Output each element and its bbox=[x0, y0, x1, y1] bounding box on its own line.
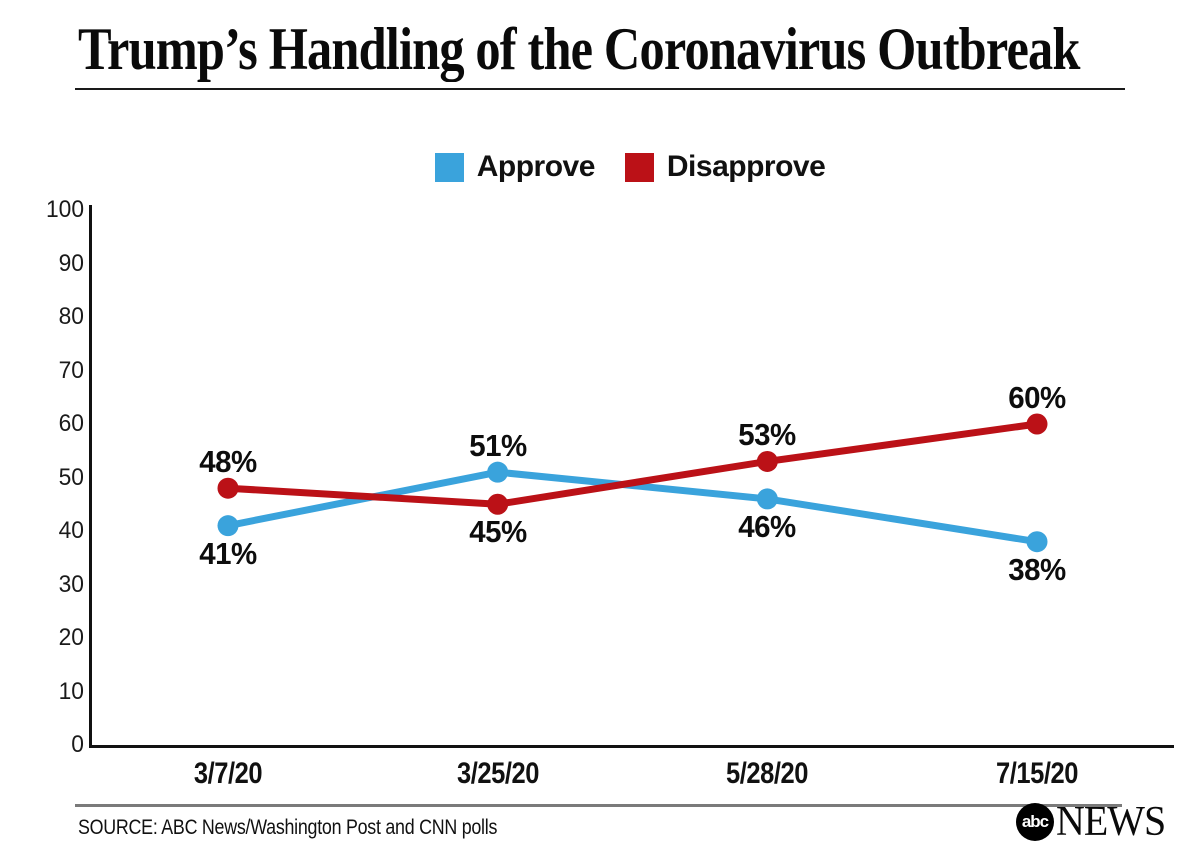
x-axis-line bbox=[89, 745, 1174, 748]
x-tick-label: 3/7/20 bbox=[193, 757, 263, 790]
data-label-approve: 41% bbox=[199, 535, 257, 571]
data-point-disapprove bbox=[217, 477, 239, 499]
data-point-approve bbox=[1026, 531, 1048, 553]
page-title: Trump’s Handling of the Coronavirus Outb… bbox=[78, 16, 1080, 82]
y-tick-label: 100 bbox=[45, 196, 84, 223]
legend-item-approve: Approve bbox=[434, 150, 596, 184]
data-label-disapprove: 45% bbox=[468, 514, 527, 550]
y-tick-label: 30 bbox=[58, 570, 84, 598]
y-tick-label: 40 bbox=[58, 517, 84, 544]
x-tick-label: 5/28/20 bbox=[726, 757, 809, 790]
legend-swatch-approve bbox=[434, 152, 464, 182]
data-point-approve bbox=[217, 515, 239, 537]
legend-item-disapprove: Disapprove bbox=[624, 150, 826, 184]
x-tick-label: 3/25/20 bbox=[456, 757, 540, 790]
legend-label: Disapprove bbox=[666, 150, 826, 183]
plot-area bbox=[217, 413, 1048, 553]
series-line-disapprove bbox=[224, 420, 1041, 508]
footer-divider bbox=[75, 804, 1122, 807]
y-tick-label: 0 bbox=[71, 731, 84, 758]
chart-legend: Approve Disapprove bbox=[60, 150, 1200, 184]
y-tick-label: 60 bbox=[58, 410, 84, 437]
y-tick-label: 90 bbox=[58, 249, 84, 277]
data-point-approve bbox=[487, 461, 509, 483]
data-point-disapprove bbox=[756, 450, 778, 472]
data-point-disapprove bbox=[487, 493, 509, 515]
data-point-disapprove bbox=[1026, 413, 1048, 435]
news-wordmark: NEWS bbox=[1056, 799, 1166, 845]
y-tick-label: 50 bbox=[58, 463, 84, 491]
y-tick-label: 80 bbox=[58, 303, 84, 330]
y-tick-label: 70 bbox=[58, 356, 84, 384]
data-label-disapprove: 48% bbox=[199, 444, 257, 480]
title-divider bbox=[75, 88, 1125, 90]
y-tick-label: 10 bbox=[58, 677, 84, 705]
abc-logo-icon: abc bbox=[1016, 803, 1054, 841]
legend-label: Approve bbox=[476, 150, 596, 183]
data-label-disapprove: 53% bbox=[738, 417, 797, 453]
data-label-approve: 38% bbox=[1008, 551, 1066, 587]
abc-news-logo: abc NEWS bbox=[1016, 799, 1171, 845]
y-axis-line bbox=[89, 205, 92, 748]
legend-swatch-disapprove bbox=[624, 152, 654, 182]
y-tick-label: 20 bbox=[58, 624, 84, 651]
data-label-approve: 46% bbox=[738, 508, 797, 544]
source-attribution: SOURCE: ABC News/Washington Post and CNN… bbox=[78, 816, 498, 839]
data-point-approve bbox=[756, 488, 778, 510]
x-tick-label: 7/15/20 bbox=[995, 757, 1079, 790]
data-label-disapprove: 60% bbox=[1008, 380, 1066, 415]
data-label-approve: 51% bbox=[468, 428, 527, 464]
